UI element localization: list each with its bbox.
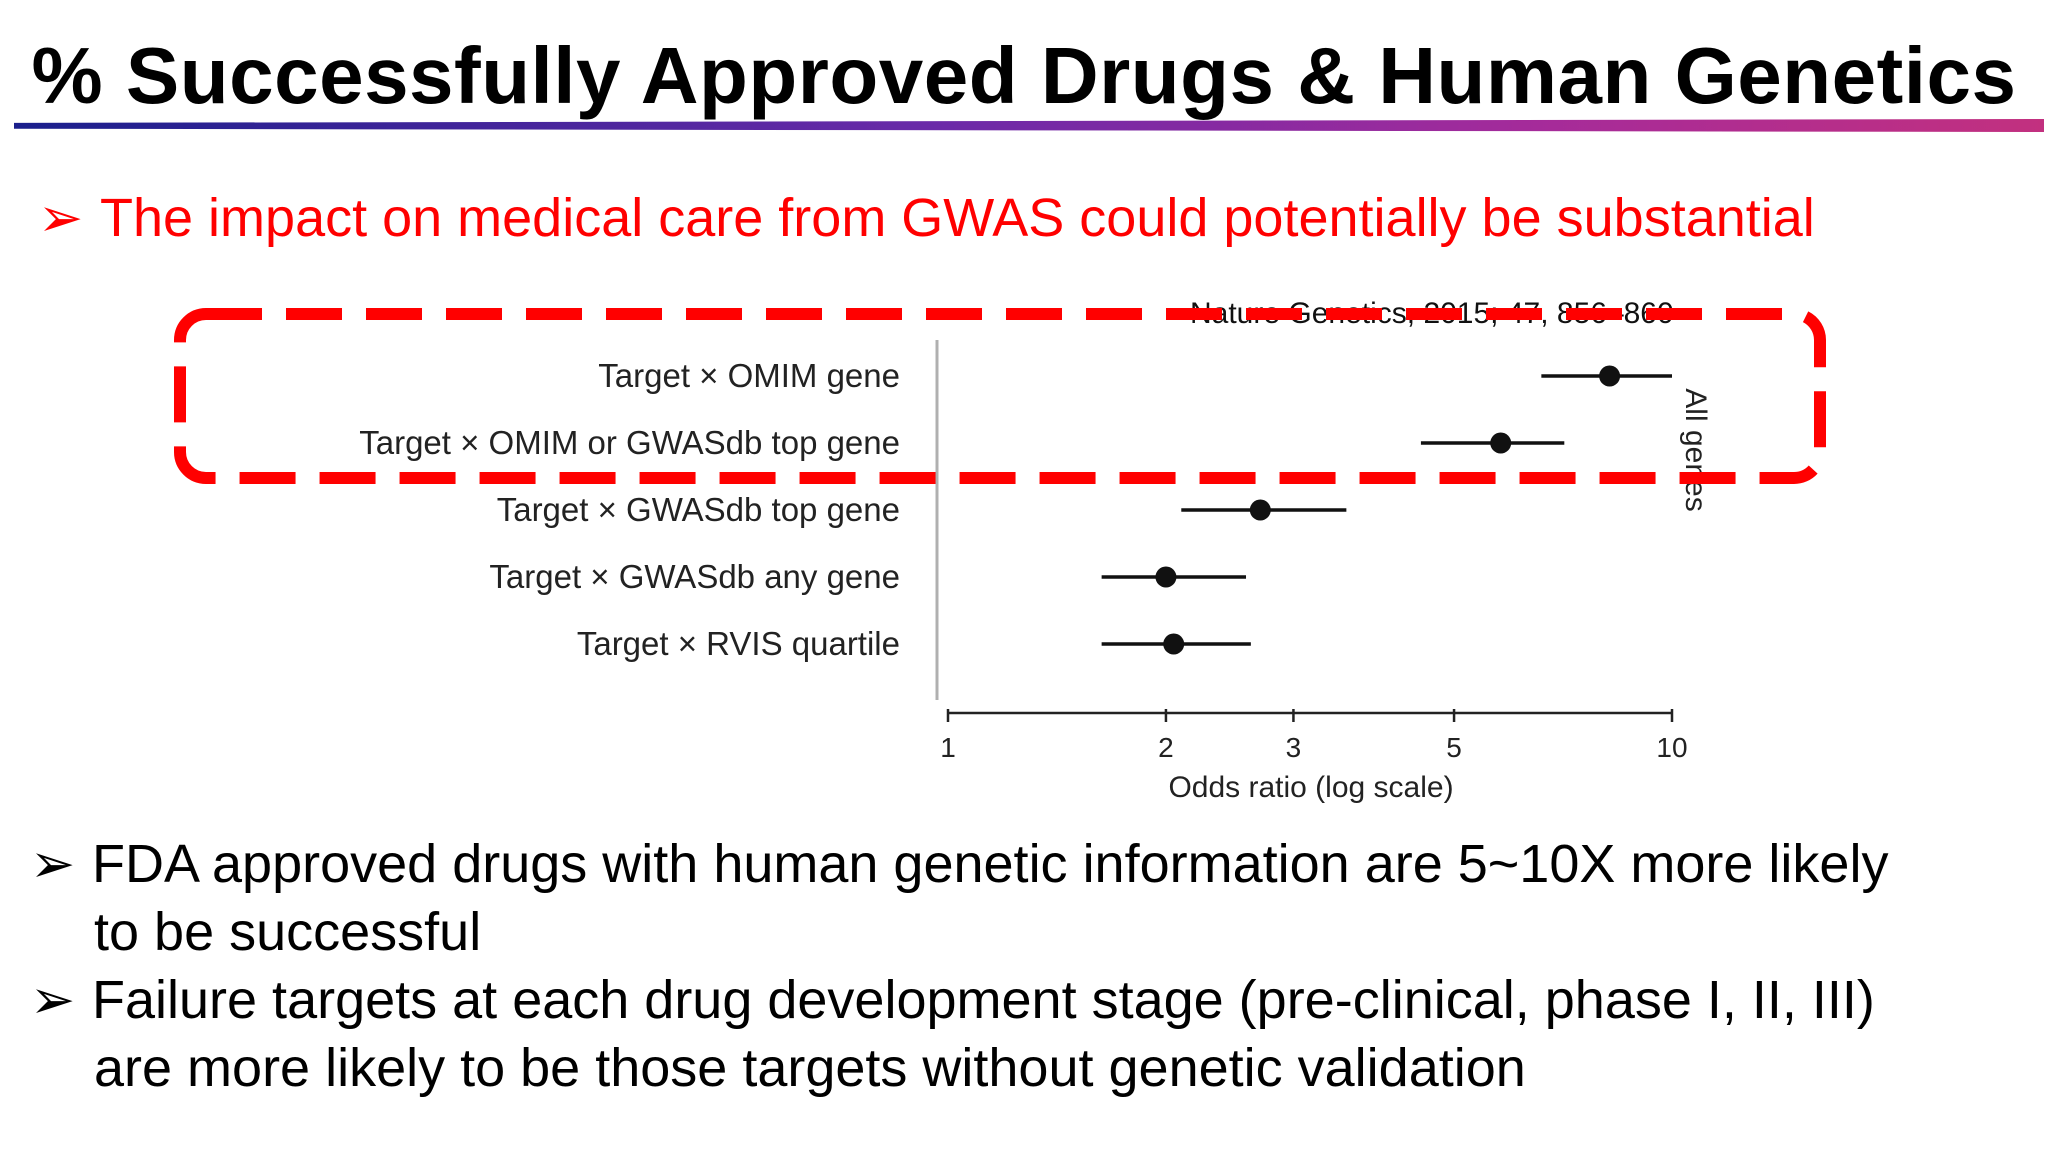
x-tick-label: 10 [1656,732,1687,763]
category-label: Target × GWASdb top gene [497,491,900,528]
category-label: Target × GWASdb any gene [489,558,900,595]
estimate-point [1490,432,1512,454]
slide-title: % Successfully Approved Drugs & Human Ge… [31,31,2017,120]
estimate-point [1249,499,1271,521]
estimate-point [1155,566,1177,588]
x-tick-label: 2 [1158,732,1174,763]
x-tick-label: 1 [940,732,956,763]
estimate-point [1163,633,1185,655]
category-label: Target × RVIS quartile [577,625,900,662]
title-divider [14,119,2044,132]
bullet-arrow-icon: ➢ [30,970,76,1030]
category-label: Target × OMIM or GWASdb top gene [359,424,900,461]
bullet-text-line1: FDA approved drugs with human genetic in… [92,834,1889,894]
highlight-dashed-box [174,308,1826,484]
group-label: All genes [1679,388,1712,511]
x-tick-label: 5 [1446,732,1462,763]
bullet-failure-targets: ➢ Failure targets at each drug developmen… [30,966,1875,1102]
estimate-point [1599,365,1621,387]
bullet-arrow-icon: ➢ [38,188,84,248]
bullet-text-line1: Failure targets at each drug development… [92,970,1875,1030]
x-axis-label: Odds ratio (log scale) [1168,771,1453,804]
category-label: Target × OMIM gene [598,357,900,394]
bullet-arrow-icon: ➢ [30,834,76,894]
x-tick-label: 3 [1286,732,1302,763]
bullet-gwas-impact: ➢ The impact on medical care from GWAS co… [38,184,1815,252]
bullet-text-line2: to be successful [94,902,482,962]
bullet-text: The impact on medical care from GWAS cou… [100,188,1815,248]
bullet-text-line2: are more likely to be those targets with… [94,1038,1526,1098]
bullet-fda-approved: ➢ FDA approved drugs with human genetic i… [30,830,1888,966]
